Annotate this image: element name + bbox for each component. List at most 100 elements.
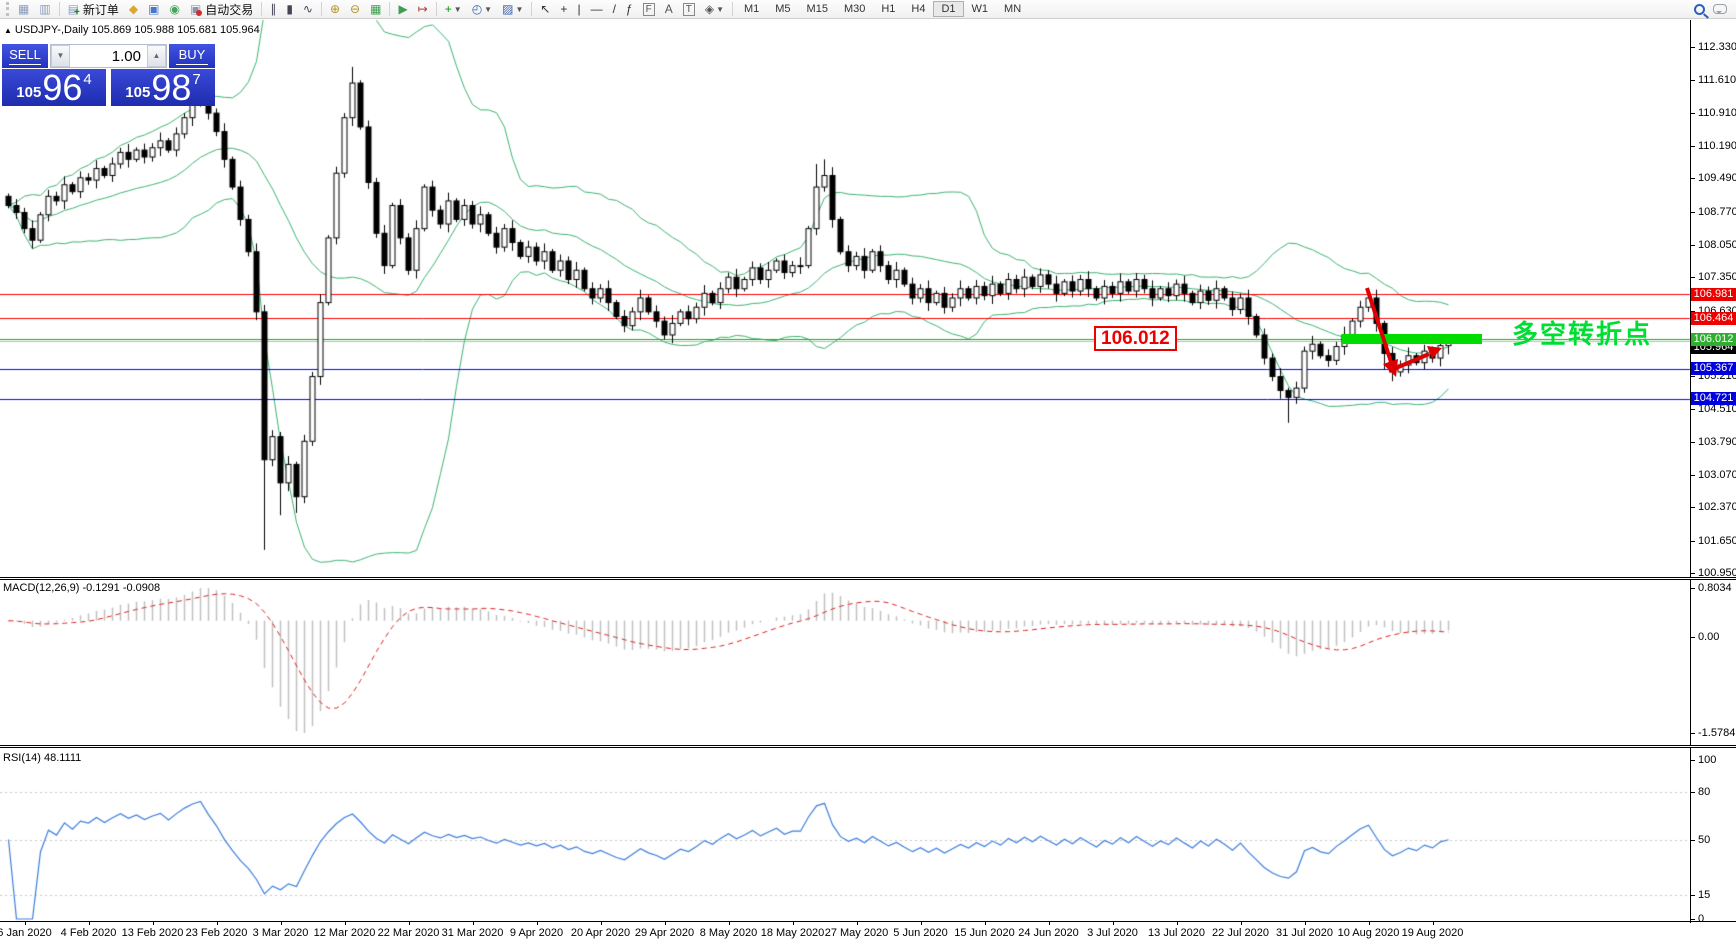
- search-icon[interactable]: [1694, 3, 1705, 15]
- ask-price-tile[interactable]: 105 98 7: [111, 69, 215, 106]
- candlestick-chart-icon[interactable]: ▮: [281, 1, 298, 18]
- trendline-icon-glyph: /: [612, 2, 616, 16]
- support-badge-2: 104.721: [1691, 392, 1736, 406]
- arrows-glyph: ◈: [704, 2, 715, 16]
- rsi-pane-splitter[interactable]: [0, 745, 1736, 748]
- crosshair-icon-glyph: +: [560, 2, 568, 16]
- chart-shift-icon[interactable]: ↦: [413, 1, 433, 18]
- price-tick-mark: [1691, 540, 1695, 542]
- terminal-icon[interactable]: ▣: [143, 1, 164, 18]
- price-tick-label: 111.610: [1698, 74, 1736, 87]
- price-tick-mark: [1691, 47, 1695, 48]
- data-window-icon[interactable]: ▥: [34, 1, 55, 18]
- price-tick-mark: [1691, 80, 1695, 82]
- periods-button[interactable]: ◴ ▼: [467, 1, 497, 18]
- autotrading-glyph: ▣: [189, 2, 202, 16]
- fibonacci-icon[interactable]: ƒ: [621, 1, 638, 18]
- candlestick-chart-icon-glyph: ▮: [286, 2, 293, 16]
- templates-button[interactable]: ▨ ▼: [497, 1, 528, 18]
- price-tick-mark: [1691, 441, 1695, 443]
- crosshair-icon[interactable]: +: [555, 1, 572, 18]
- chevron-down-icon[interactable]: ▼: [453, 4, 462, 14]
- metaeditor-icon-glyph: ◆: [128, 2, 139, 16]
- turning-point-note[interactable]: 多空转折点: [1512, 319, 1653, 349]
- line-chart-icon-glyph: ∿: [302, 2, 313, 16]
- timeframe-button-H1[interactable]: H1: [881, 3, 896, 15]
- date-tick-mark: [1240, 922, 1242, 925]
- chart-symbol-header: ▲ USDJPY-,Daily 105.869 105.988 105.681 1…: [4, 24, 260, 36]
- price-tick-mark: [1691, 475, 1695, 476]
- rsi-tick-label: 0: [1698, 913, 1705, 925]
- date-label: 9 Apr 2020: [509, 927, 564, 939]
- timeframe-button-H4[interactable]: H4: [911, 3, 926, 15]
- toolbar-separator: [320, 2, 322, 16]
- indicators-button[interactable]: + ▼: [440, 1, 467, 18]
- date-label: 22 Jul 2020: [1212, 927, 1269, 939]
- cursor-icon[interactable]: ↖: [535, 1, 555, 18]
- date-tick-mark: [152, 922, 154, 925]
- zoom-out-icon[interactable]: ⊖: [345, 1, 365, 18]
- metaeditor-icon[interactable]: ◆: [124, 1, 143, 18]
- volume-input[interactable]: [70, 45, 147, 67]
- chevron-down-icon[interactable]: ▼: [484, 4, 493, 14]
- arrows-button[interactable]: ◈ ▼: [700, 1, 729, 18]
- date-tick-mark: [856, 922, 858, 925]
- new-order-button[interactable]: ▤ + 新订单: [63, 1, 124, 18]
- chat-icon[interactable]: [1713, 4, 1727, 14]
- chevron-down-icon[interactable]: ▼: [515, 4, 524, 14]
- timeframe-button-M30[interactable]: M30: [843, 3, 866, 15]
- collapse-arrow-icon[interactable]: ▲: [4, 26, 12, 35]
- auto-scroll-icon[interactable]: ▶: [393, 1, 412, 18]
- bid-price-tile[interactable]: 105 96 4: [2, 69, 106, 106]
- vertical-line-icon[interactable]: |: [572, 1, 585, 18]
- price-tick-label: 103.790: [1698, 435, 1736, 448]
- volume-decrease-button[interactable]: ▼: [51, 45, 70, 67]
- bar-chart-icon[interactable]: ∥: [265, 1, 281, 18]
- templates-glyph: ▨: [502, 2, 514, 16]
- timeframe-button-M5[interactable]: M5: [775, 3, 791, 15]
- price-tick-mark: [1691, 573, 1695, 574]
- chart-canvas[interactable]: [0, 19, 1736, 942]
- charts-window-icon[interactable]: ▦: [13, 1, 34, 18]
- line-chart-icon[interactable]: ∿: [298, 1, 318, 18]
- date-tick-mark: [472, 922, 474, 925]
- date-tick-mark: [216, 922, 218, 925]
- tile-windows-icon[interactable]: ▦: [365, 1, 386, 18]
- macd-pane-splitter[interactable]: [0, 577, 1736, 580]
- zoom-out-icon-glyph: ⊖: [350, 2, 361, 16]
- timeframe-button-MN[interactable]: MN: [1004, 3, 1022, 15]
- horizontal-line-icon[interactable]: —: [586, 1, 608, 18]
- fibonacci-icon-glyph: ƒ: [625, 2, 633, 16]
- text-icon[interactable]: A: [660, 1, 678, 18]
- date-label: 13 Feb 2020: [121, 927, 184, 939]
- price-tick-mark: [1691, 277, 1695, 279]
- zoom-in-icon[interactable]: ⊕: [325, 1, 345, 18]
- date-tick-mark: [664, 922, 666, 925]
- rsi-tick-mark: [1691, 895, 1695, 897]
- timeframe-button-M15[interactable]: M15: [806, 3, 828, 15]
- macd-tick-label: 0.00: [1698, 631, 1720, 643]
- sell-button[interactable]: SELL: [2, 44, 48, 68]
- signals-icon[interactable]: ◉: [164, 1, 184, 18]
- date-tick-mark: [1432, 922, 1434, 925]
- periods-glyph: ◴: [471, 2, 483, 16]
- turning-point-bar[interactable]: [1342, 334, 1482, 344]
- terminal-icon-glyph: ▣: [148, 2, 160, 16]
- price-scale-border: [1690, 20, 1691, 923]
- trendline-icon[interactable]: /: [608, 1, 621, 18]
- timeframe-button-W1[interactable]: W1: [971, 3, 989, 15]
- autotrading-button[interactable]: ▣ 自动交易: [185, 1, 258, 18]
- date-tick-mark: [88, 922, 90, 925]
- buy-button[interactable]: BUY: [169, 44, 215, 68]
- timeframe-button-M1[interactable]: M1: [743, 3, 760, 15]
- timeframe-button-D1[interactable]: D1: [933, 1, 964, 17]
- toolbar-drag-handle[interactable]: [6, 2, 10, 16]
- ask-price-small: 105: [125, 84, 151, 101]
- support-badge-1: 105.367: [1691, 362, 1736, 376]
- price-level-box[interactable]: 106.012: [1094, 326, 1177, 351]
- indicators-glyph: +: [444, 2, 452, 16]
- channels-icon[interactable]: F: [638, 1, 660, 18]
- volume-increase-button[interactable]: ▲: [147, 45, 166, 67]
- chevron-down-icon[interactable]: ▼: [716, 4, 724, 14]
- text-label-icon[interactable]: T: [678, 1, 700, 18]
